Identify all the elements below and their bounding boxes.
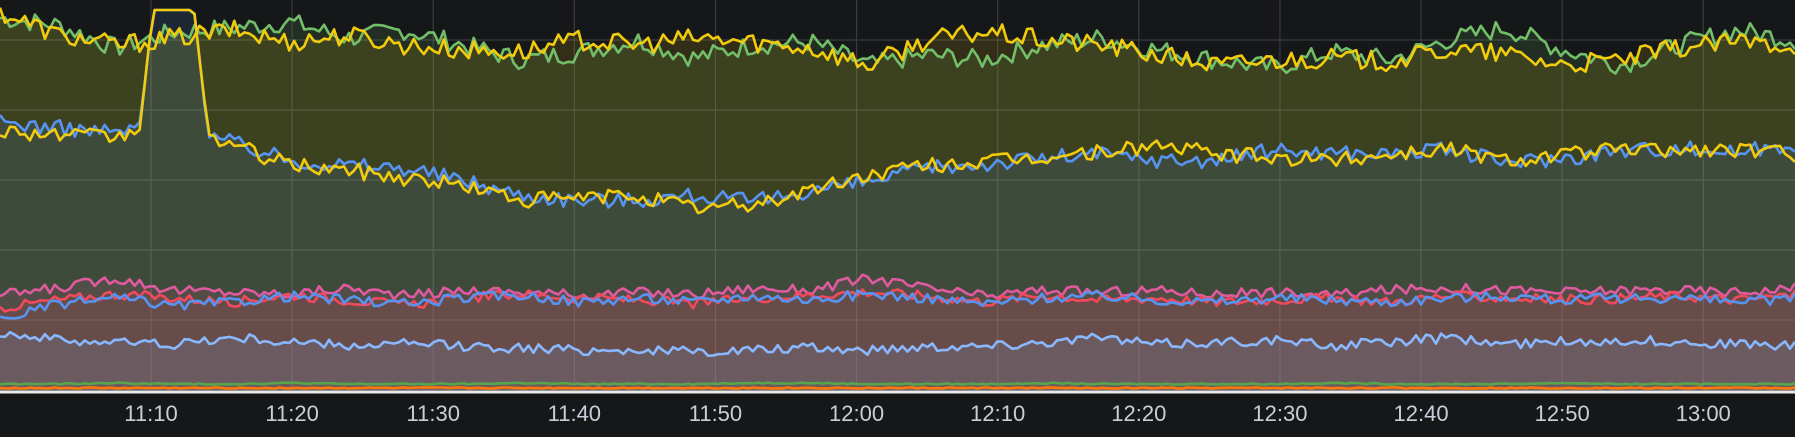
- series-line-7: [0, 330, 1795, 357]
- series-line-6: [0, 289, 1795, 320]
- x-tick-label: 11:50: [689, 401, 742, 426]
- x-axis: 11:10 11:20 11:30 11:40 11:50 12:00 12:10 12:20…: [0, 390, 1795, 426]
- x-tick-label: 12:30: [1252, 401, 1307, 426]
- series-line-1: [0, 7, 1795, 73]
- x-tick-label: 12:20: [1111, 401, 1166, 426]
- series-area-5: [0, 289, 1795, 390]
- series-line-8: [0, 381, 1795, 386]
- x-tick-label: 13:00: [1676, 401, 1731, 426]
- x-tick-label: 12:00: [829, 401, 884, 426]
- series-line-4: [0, 273, 1795, 301]
- series-line-3: [0, 8, 1795, 215]
- x-tick-label: 11:40: [548, 401, 601, 426]
- x-tick-label: 11:20: [265, 401, 318, 426]
- series-line-9: [0, 386, 1795, 390]
- series-area-7: [0, 332, 1795, 390]
- series-line-0: [0, 13, 1795, 75]
- x-tick-label: 12:50: [1535, 401, 1590, 426]
- series-lines: [0, 7, 1795, 390]
- series-line-2: [0, 8, 1795, 209]
- grid: [0, 0, 1795, 391]
- x-tick-label: 11:10: [124, 401, 177, 426]
- x-tick-label: 12:40: [1394, 401, 1449, 426]
- x-tick-label: 11:30: [407, 401, 460, 426]
- x-tick-label: 12:10: [970, 401, 1025, 426]
- series-fills: [0, 7, 1795, 390]
